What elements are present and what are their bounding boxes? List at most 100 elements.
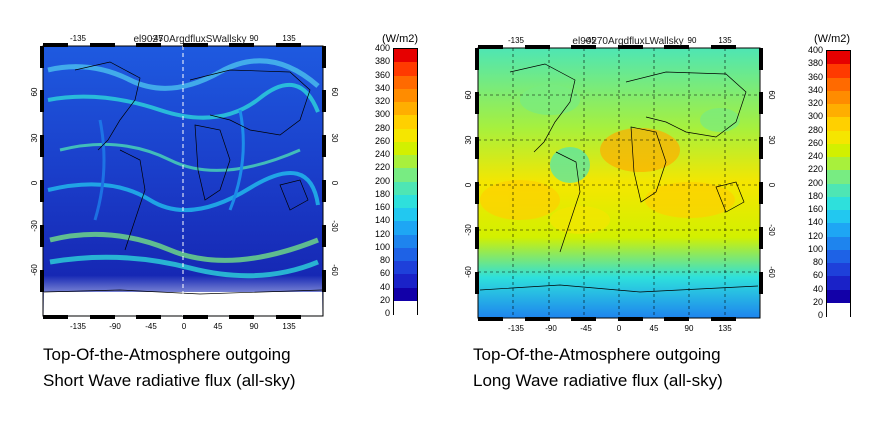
- lw-colorbar: [826, 50, 851, 317]
- colorbar-tick-label: 360: [807, 71, 823, 82]
- svg-text:-135: -135: [508, 36, 525, 45]
- colorbar-segment: [827, 90, 850, 105]
- colorbar-tick-label: 300: [374, 109, 390, 120]
- colorbar-segment: [394, 274, 417, 289]
- svg-text:0: 0: [617, 324, 622, 333]
- colorbar-segment: [394, 221, 417, 236]
- lw-lon-ticks-bottom: -135 -90 -45 0 45 90 135: [508, 324, 732, 333]
- colorbar-segment: [827, 51, 850, 65]
- colorbar-tick-label: 0: [817, 310, 823, 320]
- colorbar-tick-label: 160: [374, 202, 390, 212]
- colorbar-tick-label: 60: [379, 268, 390, 279]
- svg-text:-60: -60: [30, 264, 39, 276]
- sw-cloud-patterns: [47, 58, 320, 279]
- svg-text:30: 30: [30, 133, 39, 142]
- sw-lat-ticks-right: 60 30 0 -30 -60: [330, 88, 339, 277]
- colorbar-segment: [394, 300, 417, 315]
- svg-text:-135: -135: [508, 324, 525, 333]
- svg-text:0: 0: [330, 181, 339, 186]
- svg-text:0: 0: [767, 183, 776, 188]
- svg-text:30: 30: [767, 136, 776, 145]
- svg-text:-60: -60: [767, 266, 776, 278]
- colorbar-tick-label: 280: [374, 122, 390, 133]
- svg-text:-30: -30: [330, 220, 339, 232]
- svg-text:90: 90: [250, 322, 259, 331]
- svg-text:30: 30: [464, 135, 473, 144]
- colorbar-segment: [394, 128, 417, 143]
- sw-lon-ticks-top: -135 -45 90 135: [70, 34, 296, 43]
- colorbar-tick-label: 140: [374, 215, 390, 226]
- lw-map: el90270ArgdfluxLWallsky -135 -45 90 135 …: [464, 36, 776, 333]
- lw-map-title: el90270ArgdfluxLWallsky: [572, 36, 683, 47]
- svg-text:135: 135: [282, 34, 296, 43]
- sw-lat-ticks-left: 60 30 0 -30 -60: [30, 87, 39, 276]
- svg-text:60: 60: [464, 90, 473, 99]
- colorbar-segment: [827, 77, 850, 92]
- colorbar-segment: [394, 194, 417, 209]
- svg-text:135: 135: [718, 36, 732, 45]
- sw-coastlines: [74, 61, 311, 251]
- svg-text:45: 45: [650, 324, 659, 333]
- colorbar-segment: [827, 117, 850, 132]
- lw-lat-ticks-left: 60 30 0 -30 -60: [464, 90, 473, 278]
- colorbar-tick-label: 260: [807, 137, 823, 148]
- svg-text:-30: -30: [30, 220, 39, 232]
- sw-colorbar: [393, 48, 418, 315]
- colorbar-tick-label: 400: [807, 45, 823, 55]
- colorbar-segment: [394, 234, 417, 249]
- colorbar-tick-label: 140: [807, 217, 823, 228]
- colorbar-tick-label: 220: [374, 162, 390, 173]
- sw-panel: el90270ArgdfluxSWallsky -135 -45 90 135 …: [0, 0, 440, 432]
- svg-text:-45: -45: [151, 34, 163, 43]
- svg-text:-90: -90: [109, 322, 121, 331]
- svg-text:-90: -90: [545, 324, 557, 333]
- sw-map-title: el90270ArgdfluxSWallsky: [133, 34, 246, 45]
- lw-lat-ticks-right: 60 30 0 -30 -60: [767, 91, 776, 279]
- lw-caption-line1: Top-Of-the-Atmosphere outgoing: [473, 345, 721, 364]
- svg-text:60: 60: [767, 91, 776, 100]
- colorbar-tick-label: 120: [807, 230, 823, 241]
- colorbar-segment: [394, 247, 417, 262]
- colorbar-segment: [394, 287, 417, 302]
- colorbar-segment: [827, 143, 850, 158]
- svg-text:60: 60: [330, 88, 339, 97]
- colorbar-tick-label: 120: [374, 228, 390, 239]
- colorbar-segment: [827, 64, 850, 79]
- colorbar-tick-label: 380: [374, 56, 390, 67]
- colorbar-segment: [394, 102, 417, 116]
- colorbar-tick-label: 20: [379, 294, 390, 305]
- colorbar-tick-label: 340: [807, 84, 823, 95]
- lw-colorbar-title: (W/m2): [814, 33, 851, 45]
- colorbar-segment: [827, 263, 850, 277]
- svg-text:0: 0: [30, 180, 39, 185]
- colorbar-tick-label: 360: [374, 69, 390, 80]
- colorbar-segment: [827, 276, 850, 291]
- colorbar-segment: [394, 75, 417, 90]
- colorbar-tick-label: 220: [807, 164, 823, 175]
- colorbar-segment: [394, 115, 417, 130]
- colorbar-segment: [394, 88, 417, 103]
- colorbar-tick-label: 280: [807, 124, 823, 135]
- colorbar-tick-label: 40: [379, 281, 390, 292]
- svg-text:-30: -30: [464, 224, 473, 236]
- lw-frame-ticks: [475, 45, 763, 321]
- svg-text:-45: -45: [584, 36, 596, 45]
- colorbar-segment: [394, 168, 417, 183]
- sw-map: el90270ArgdfluxSWallsky -135 -45 90 135 …: [30, 34, 339, 331]
- colorbar-tick-label: 100: [374, 241, 390, 252]
- svg-text:90: 90: [685, 324, 694, 333]
- colorbar-segment: [827, 223, 850, 238]
- lw-panel: el90270ArgdfluxLWallsky -135 -45 90 135 …: [440, 0, 883, 432]
- colorbar-tick-label: 200: [807, 177, 823, 188]
- colorbar-tick-label: 180: [807, 190, 823, 201]
- colorbar-tick-label: 340: [374, 82, 390, 93]
- colorbar-segment: [394, 141, 417, 156]
- colorbar-segment: [827, 170, 850, 185]
- colorbar-segment: [394, 155, 417, 169]
- svg-text:135: 135: [282, 322, 296, 331]
- colorbar-tick-label: 80: [812, 257, 823, 267]
- sw-frame-ticks: [40, 43, 326, 319]
- colorbar-segment: [827, 289, 850, 304]
- lw-gridlines: [478, 48, 760, 318]
- colorbar-segment: [827, 130, 850, 145]
